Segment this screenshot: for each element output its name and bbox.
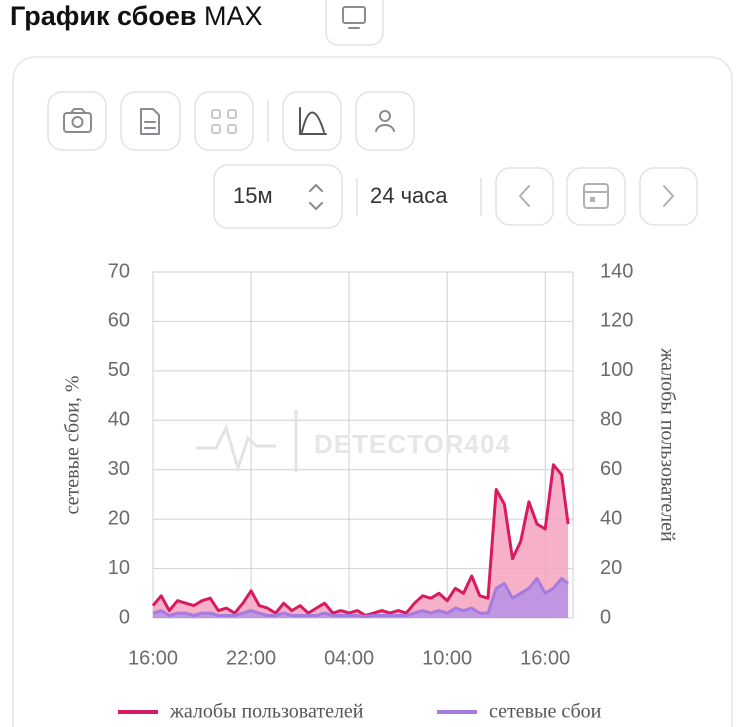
interval-select[interactable]: 15м — [213, 164, 343, 229]
y-axis-label: сетевые сбои, % — [62, 375, 84, 514]
series-area — [153, 578, 569, 618]
document-button[interactable] — [120, 91, 181, 151]
y2-axis-label: жалобы пользователей — [656, 347, 678, 542]
calendar-button[interactable] — [566, 167, 626, 226]
y-tick-label: 70 — [108, 260, 130, 282]
y2-tick-label: 100 — [600, 359, 633, 381]
x-tick-label: 16:00 — [128, 647, 178, 669]
range-label: 24 часа — [370, 183, 448, 208]
x-tick-label: 04:00 — [324, 647, 374, 669]
grid-button[interactable] — [194, 91, 254, 151]
app-name: MAX — [204, 1, 263, 31]
y2-tick-label: 20 — [600, 557, 622, 579]
y-tick-label: 20 — [108, 507, 130, 529]
series-line — [151, 463, 570, 617]
y2-tick-label: 0 — [600, 606, 611, 628]
display-button[interactable] — [325, 0, 384, 46]
watermark-logo — [196, 410, 298, 473]
prev-button[interactable] — [495, 167, 554, 226]
next-button[interactable] — [639, 167, 698, 226]
y2-tick-label: 60 — [600, 458, 622, 480]
y2-tick-label: 140 — [600, 260, 633, 282]
y2-tick-label: 40 — [600, 507, 622, 529]
y-tick-label: 50 — [108, 359, 130, 381]
interval-value: 15м — [233, 183, 273, 208]
watermark: DETECTOR404 — [314, 429, 511, 459]
title-text: График сбоев — [10, 1, 196, 31]
legend-label: жалобы пользователей — [169, 701, 364, 723]
chart-mode-button[interactable] — [282, 91, 342, 151]
series-line — [152, 577, 570, 618]
chart: DETECTOR404 0 10 20 30 40 50 60 70 0 20 40 60 80 100 1… — [62, 260, 679, 722]
y-tick-label: 60 — [108, 310, 130, 332]
y-tick-label: 40 — [108, 409, 130, 431]
legend-label: сетевые сбои — [489, 701, 602, 723]
x-tick-label: 10:00 — [422, 647, 472, 669]
y2-tick-label: 80 — [600, 409, 622, 431]
user-button[interactable] — [355, 91, 415, 151]
y-tick-label: 10 — [108, 557, 130, 579]
x-tick-label: 22:00 — [226, 647, 276, 669]
camera-button[interactable] — [47, 91, 107, 151]
y-tick-label: 30 — [108, 458, 130, 480]
y-tick-label: 0 — [119, 606, 130, 628]
y2-tick-label: 120 — [600, 310, 633, 332]
page-title: График сбоев MAX — [10, 1, 263, 31]
x-tick-label: 16:00 — [520, 647, 570, 669]
